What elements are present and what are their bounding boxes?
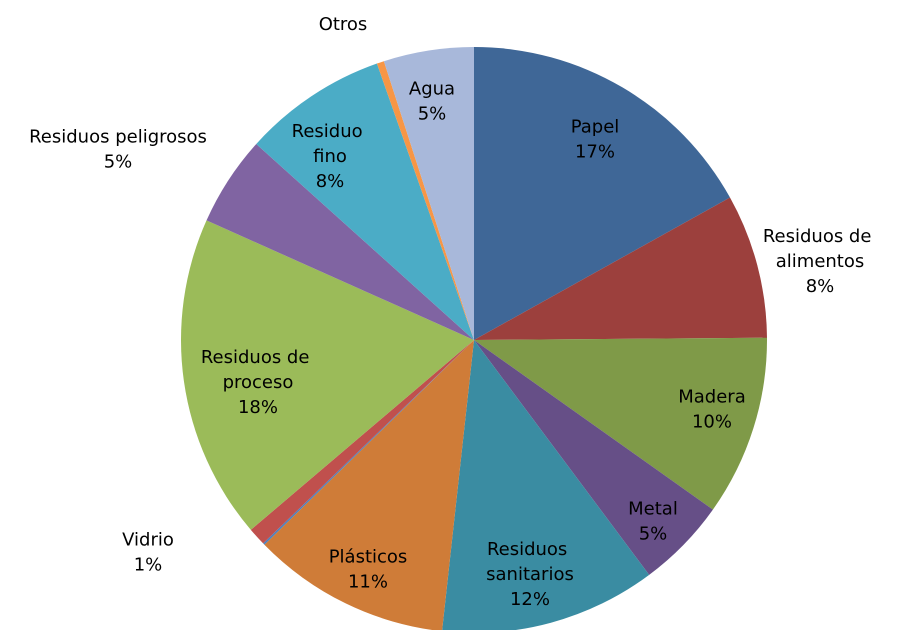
slice-label: Residuos de alimentos <box>763 226 877 272</box>
slice-label: Plásticos <box>329 547 408 568</box>
pie-slice <box>442 340 650 630</box>
slice-label: Residuo fino <box>292 121 369 167</box>
label-line: Otros <box>319 14 368 35</box>
pie-slice <box>474 340 713 575</box>
label-line: Plásticos <box>329 547 408 568</box>
slice-label: Residuos peligrosos <box>29 127 207 148</box>
label-line: Vidrio <box>122 530 174 551</box>
pie-slice <box>256 63 474 341</box>
label-line: Papel <box>571 117 620 138</box>
percent-label: 12% <box>510 589 550 610</box>
slice-label: Metal <box>628 499 678 520</box>
pie-slice <box>474 337 767 510</box>
label-line: alimentos <box>776 251 865 272</box>
label-line: Madera <box>678 387 746 408</box>
percent-label: 10% <box>692 412 732 433</box>
pie-slice <box>474 197 767 340</box>
label-line: Metal <box>628 499 678 520</box>
pie-slice <box>264 340 474 630</box>
pie-slice <box>383 47 474 340</box>
label-line: proceso <box>223 372 294 393</box>
percent-label: 8% <box>806 276 835 297</box>
percent-label: 17% <box>575 142 615 163</box>
pie-slice <box>250 340 474 544</box>
percent-label: 1% <box>134 555 163 576</box>
percent-label: 5% <box>639 524 668 545</box>
slice-label: Papel <box>571 117 620 138</box>
label-line: Residuos <box>487 539 573 560</box>
pie-slice <box>376 61 474 340</box>
label-line: Agua <box>409 79 455 100</box>
percent-label: 5% <box>418 104 447 125</box>
slice-label: Agua <box>409 79 455 100</box>
slice-label: Otros <box>319 14 368 35</box>
slice-label: Residuos sanitarios <box>486 539 574 585</box>
pie-slice <box>263 340 474 545</box>
label-line: Residuos peligrosos <box>29 127 207 148</box>
percent-label: 8% <box>316 171 345 192</box>
label-line: fino <box>313 146 347 167</box>
percent-label: 11% <box>348 572 388 593</box>
slice-label: Madera <box>678 387 746 408</box>
pie-slice <box>206 143 475 340</box>
label-line: Residuos de <box>763 226 877 247</box>
percent-label: 18% <box>238 397 278 418</box>
label-line: Residuos de <box>201 347 315 368</box>
label-line: sanitarios <box>486 564 574 585</box>
slice-label: Vidrio <box>122 530 174 551</box>
pie-slice <box>474 47 731 340</box>
percent-label: 5% <box>104 152 133 173</box>
slice-label: Residuos de proceso <box>201 347 315 393</box>
pie-slice <box>181 220 475 530</box>
label-line: Residuo <box>292 121 369 142</box>
